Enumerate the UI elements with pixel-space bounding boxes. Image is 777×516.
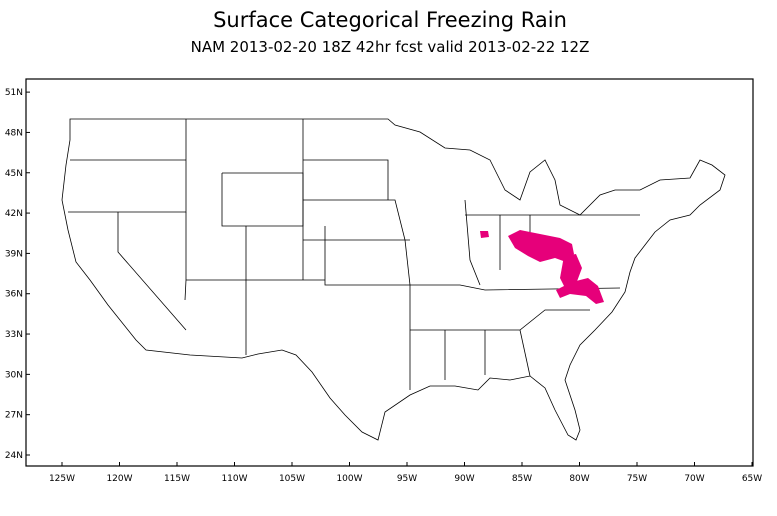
state-line <box>410 284 621 291</box>
freezing-rain <box>556 278 604 304</box>
lon-tick-label: 75W <box>627 474 647 484</box>
state-line <box>303 159 389 200</box>
state-line <box>410 309 590 331</box>
state-line <box>221 172 304 227</box>
title: Surface Categorical Freezing Rain <box>213 8 567 32</box>
lon-tick-label: 115W <box>164 474 190 484</box>
lat-tick-label: 39N <box>5 249 23 259</box>
lat-tick-label: 24N <box>5 451 23 461</box>
lon-tick-label: 125W <box>49 474 75 484</box>
lon-tick-label: 70W <box>684 474 704 484</box>
lat-tick-label: 45N <box>5 169 23 179</box>
lon-tick-label: 110W <box>221 474 247 484</box>
freezing-rain <box>480 231 489 238</box>
lon-tick-label: 105W <box>279 474 305 484</box>
lat-tick-label: 42N <box>5 209 23 219</box>
state-line <box>117 212 187 331</box>
us-outline <box>61 118 726 441</box>
lat-tick-label: 36N <box>5 290 23 300</box>
state-line <box>186 279 247 355</box>
lon-tick-label: 80W <box>569 474 589 484</box>
state-line <box>68 119 187 213</box>
subtitle: NAM 2013-02-20 18Z 42hr fcst valid 2013-… <box>191 38 590 56</box>
lon-tick-label: 85W <box>512 474 532 484</box>
lon-tick-label: 120W <box>106 474 132 484</box>
lat-tick-label: 30N <box>5 370 23 380</box>
lat-tick-label: 27N <box>5 411 23 421</box>
lat-tick-label: 48N <box>5 128 23 138</box>
state-line <box>303 199 411 286</box>
freezing-rain-areas <box>480 230 604 304</box>
state-line <box>519 329 531 377</box>
freezing-rain <box>508 230 574 262</box>
lon-tick-label: 65W <box>742 474 762 484</box>
lon-tick-label: 95W <box>397 474 417 484</box>
lat-tick-label: 33N <box>5 330 23 340</box>
map-frame <box>25 78 754 467</box>
state-line <box>324 226 411 390</box>
state-line <box>245 226 325 281</box>
state-line <box>464 199 481 286</box>
lon-tick-label: 90W <box>454 474 474 484</box>
state-line <box>184 212 187 301</box>
lon-tick-label: 100W <box>336 474 362 484</box>
basemap <box>61 118 726 441</box>
lat-tick-label: 51N <box>5 88 23 98</box>
